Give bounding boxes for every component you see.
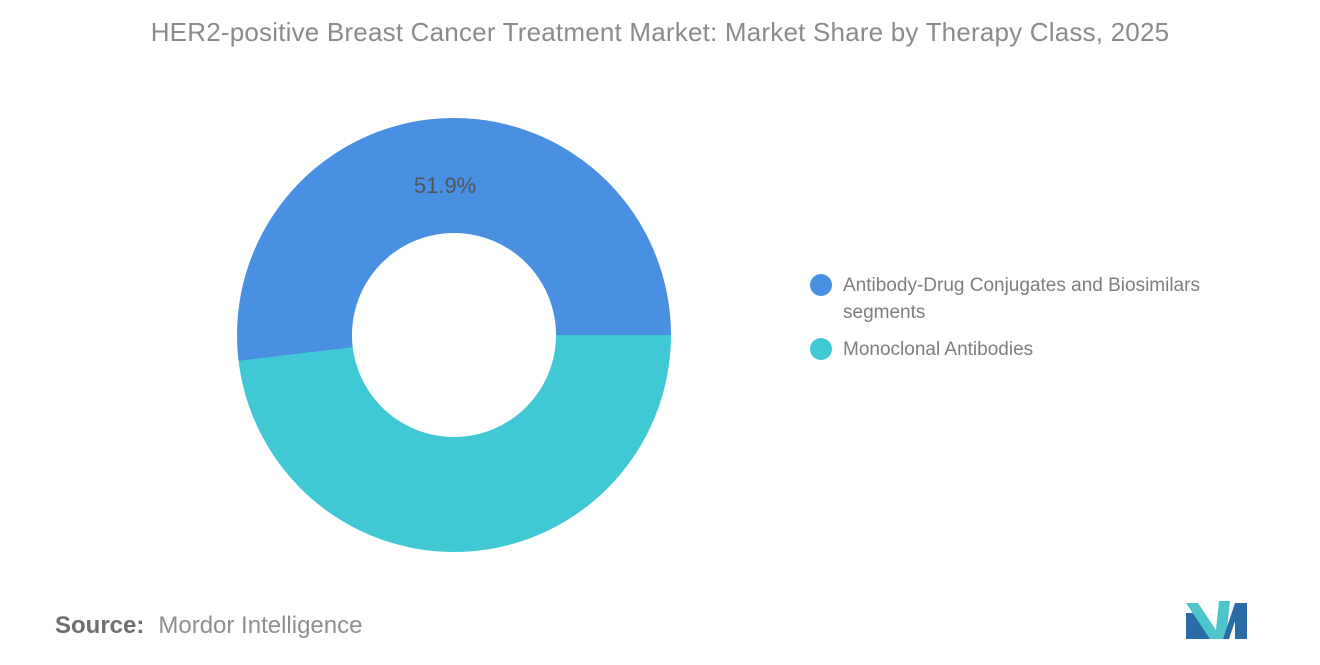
- chart-legend: Antibody-Drug Conjugates and Biosimilars…: [810, 272, 1290, 363]
- legend-swatch-icon: [810, 274, 832, 296]
- source-value: Mordor Intelligence: [158, 612, 363, 639]
- legend-item-adc-biosimilars[interactable]: Antibody-Drug Conjugates and Biosimilars…: [810, 272, 1290, 326]
- source-line: Source: Mordor Intelligence: [55, 612, 362, 640]
- source-label: Source:: [55, 612, 145, 639]
- chart-title: HER2-positive Breast Cancer Treatment Ma…: [150, 17, 1170, 47]
- mordor-intelligence-logo: [1186, 601, 1247, 639]
- legend-item-label: Monoclonal Antibodies: [843, 339, 1034, 360]
- legend-swatch-icon: [810, 338, 832, 360]
- donut-chart[interactable]: 51.9%: [237, 118, 671, 552]
- legend-item-monoclonal-antibodies[interactable]: Monoclonal Antibodies: [810, 336, 1290, 363]
- donut-hole: [352, 233, 556, 437]
- slice-data-label: 51.9%: [413, 172, 477, 198]
- legend-item-label: Antibody-Drug Conjugates and Biosimilars…: [843, 275, 1200, 323]
